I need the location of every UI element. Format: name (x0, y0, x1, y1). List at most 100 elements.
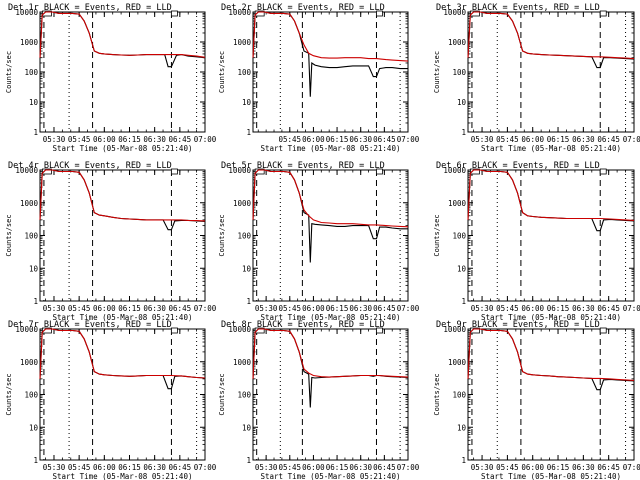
x-tick-label: 05:45 (496, 463, 519, 472)
x-tick-label: 07:00 (397, 304, 420, 313)
y-tick-label: 1000 (20, 358, 39, 367)
y-tick-label: 1000 (233, 358, 252, 367)
y-axis-label: Counts/sec (5, 51, 13, 93)
y-tick-label: 100 (452, 68, 466, 77)
x-tick-label: 06:15 (118, 135, 141, 144)
detector-panel-9: Det 9r BLACK = Events, RED = LLD 1 10 100 10… (433, 320, 640, 480)
y-tick-label: 10 (242, 423, 252, 432)
y-tick-label: 10000 (15, 8, 38, 17)
y-tick-label: 10 (29, 423, 39, 432)
time-marker-box (599, 168, 607, 175)
panel-title: Det 2r BLACK = Events, RED = LLD (221, 3, 385, 13)
x-axis-label: Start Time (05-Mar-08 05:21:40) (53, 144, 193, 153)
events-line (252, 169, 408, 263)
y-tick-label: 1000 (233, 38, 252, 47)
events-line (467, 328, 635, 391)
y-tick-label: 1000 (448, 358, 467, 367)
x-tick-label: 07:00 (194, 135, 217, 144)
x-axis-label: Start Time (05-Mar-08 05:21:40) (261, 313, 401, 322)
x-axis-label: Start Time (05-Mar-08 05:21:40) (53, 472, 193, 480)
x-tick-label: 07:00 (194, 463, 217, 472)
x-tick-label: 07:00 (397, 463, 420, 472)
detector-panel-3: Det 3r BLACK = Events, RED = LLD 1 10 100 10… (433, 3, 640, 153)
time-marker-box (470, 10, 480, 17)
y-tick-label: 1 (461, 128, 466, 137)
panel-title: Det 7r BLACK = Events, RED = LLD (8, 320, 172, 330)
y-tick-label: 10000 (15, 325, 38, 334)
x-tick-label: 06:00 (302, 135, 325, 144)
y-tick-label: 10000 (443, 325, 466, 334)
x-tick-label: 05:45 (496, 135, 519, 144)
y-tick-label: 100 (24, 391, 38, 400)
x-tick-label: 05:30 (471, 135, 494, 144)
x-tick-label: 06:15 (547, 304, 570, 313)
time-marker-box (171, 10, 178, 17)
events-line (39, 169, 206, 231)
time-marker-box (171, 327, 178, 334)
x-tick-label: 05:45 (68, 304, 91, 313)
lld-line (467, 328, 635, 381)
y-tick-label: 1 (246, 456, 251, 465)
time-marker-box (42, 168, 52, 175)
time-marker-box (254, 10, 265, 17)
x-tick-label: 06:45 (597, 304, 620, 313)
time-marker-box (470, 168, 480, 175)
y-axis-label: Counts/sec (218, 214, 226, 256)
y-tick-label: 10 (457, 264, 467, 273)
x-tick-label: 05:30 (255, 463, 278, 472)
y-tick-label: 10000 (443, 166, 466, 175)
x-tick-label: 06:30 (143, 463, 166, 472)
y-tick-label: 1 (461, 456, 466, 465)
events-line (252, 328, 409, 408)
panel-title: Det 8r BLACK = Events, RED = LLD (221, 320, 385, 330)
y-axis-label: Counts/sec (5, 214, 13, 256)
detector-panel-6: Det 6r BLACK = Events, RED = LLD 1 10 100 10… (433, 161, 640, 322)
x-tick-label: 06:00 (93, 135, 116, 144)
lld-line (39, 169, 206, 222)
x-tick-label: 06:00 (302, 463, 325, 472)
detector-panel-8: Det 8r BLACK = Events, RED = LLD 1 10 100 10… (218, 320, 420, 480)
x-tick-label: 06:30 (143, 304, 166, 313)
panel-title: Det 9r BLACK = Events, RED = LLD (436, 320, 600, 330)
y-tick-label: 10 (242, 98, 252, 107)
y-axis-label: Counts/sec (433, 214, 441, 256)
x-tick-label: 06:15 (547, 463, 570, 472)
x-tick-label: 07:00 (623, 135, 640, 144)
y-tick-label: 1000 (233, 199, 252, 208)
x-tick-label: 06:15 (326, 135, 349, 144)
y-tick-label: 1 (461, 297, 466, 306)
plot-frame (467, 169, 635, 302)
x-tick-label: 06:30 (572, 463, 595, 472)
events-line (252, 11, 408, 97)
plot-frame (39, 328, 206, 461)
y-axis-label: Counts/sec (433, 373, 441, 415)
x-axis-label: Start Time (05-Mar-08 05:21:40) (261, 144, 401, 153)
plot-frame (252, 11, 409, 133)
plot-frame (252, 169, 409, 302)
y-tick-label: 1000 (448, 199, 467, 208)
y-tick-label: 100 (452, 391, 466, 400)
time-marker-box (470, 327, 480, 334)
panel-title: Det 4r BLACK = Events, RED = LLD (8, 161, 172, 171)
y-tick-label: 100 (237, 391, 251, 400)
x-tick-label: 05:30 (471, 304, 494, 313)
y-tick-label: 1 (246, 128, 251, 137)
y-tick-label: 10 (457, 98, 467, 107)
x-tick-label: 06:45 (373, 304, 396, 313)
x-axis-label: Start Time (05-Mar-08 05:21:40) (481, 313, 621, 322)
y-tick-label: 1 (33, 297, 38, 306)
y-tick-label: 1000 (20, 38, 39, 47)
x-tick-label: 06:15 (118, 304, 141, 313)
x-tick-label: 06:15 (118, 463, 141, 472)
time-marker-box (171, 168, 178, 175)
plot-frame (467, 11, 635, 133)
x-tick-label: 06:30 (349, 463, 372, 472)
events-line (467, 11, 635, 69)
x-tick-label: 06:15 (547, 135, 570, 144)
time-marker-box (599, 327, 607, 334)
x-tick-label: 05:45 (496, 304, 519, 313)
lld-line (467, 169, 635, 221)
x-tick-label: 06:30 (143, 135, 166, 144)
time-marker-box (254, 327, 265, 334)
y-tick-label: 10000 (228, 8, 251, 17)
